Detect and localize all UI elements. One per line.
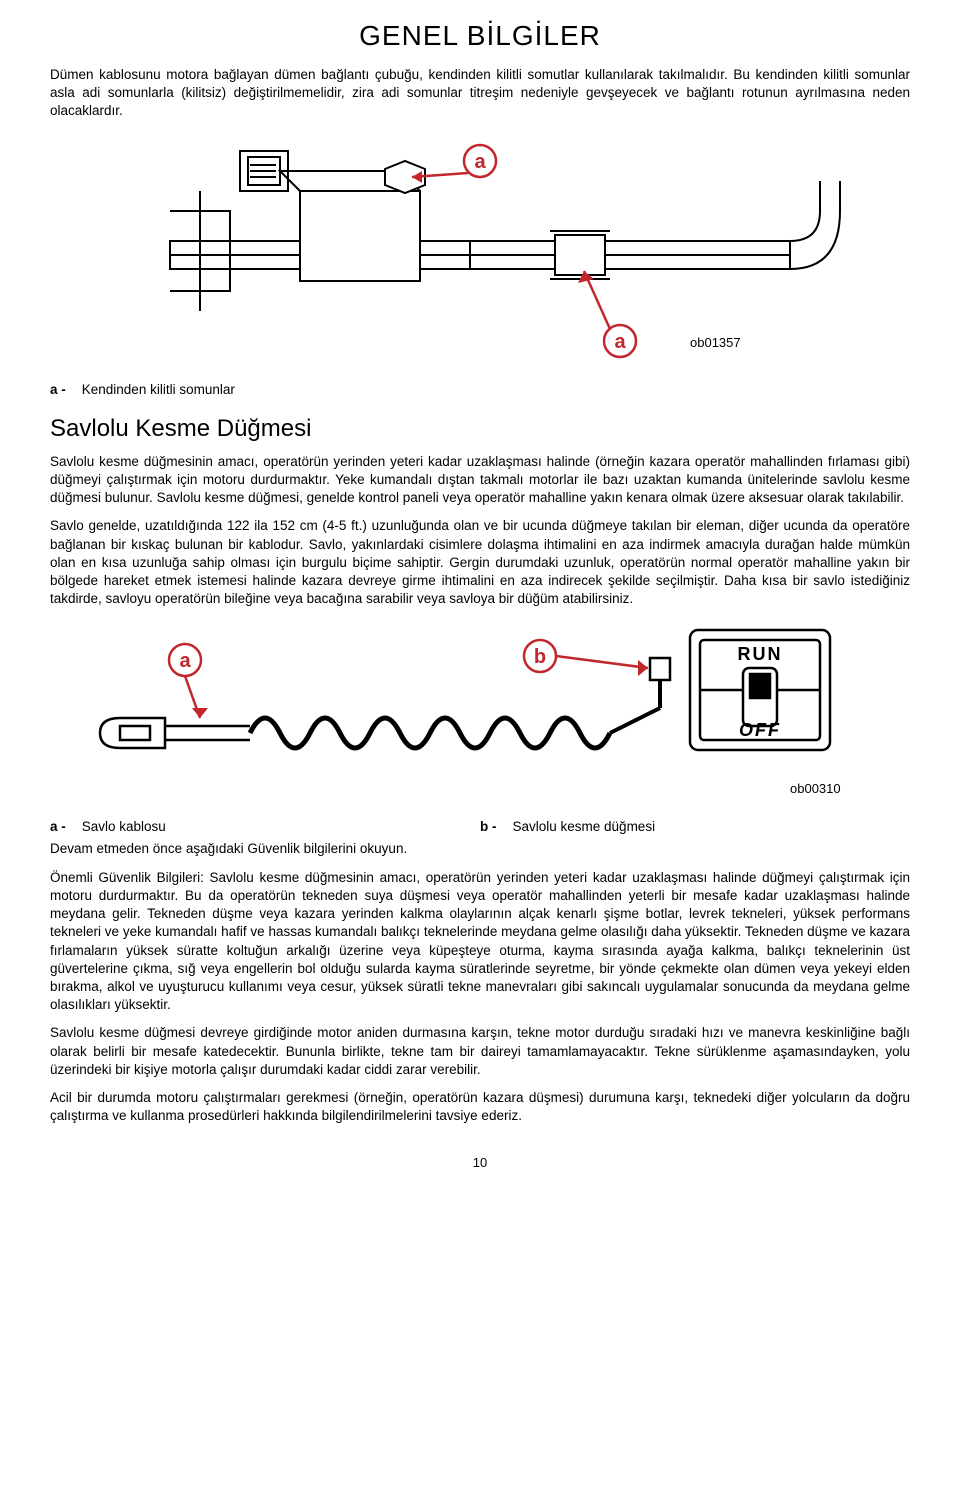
figure-locknuts: a a ob01357: [50, 131, 910, 376]
figure2-caption: a - Savlo kablosu b - Savlolu kesme düğm…: [50, 819, 910, 834]
figure1-code: ob01357: [690, 335, 741, 350]
section2-p1: Savlolu kesme düğmesinin amacı, operatör…: [50, 453, 910, 508]
fig2-text-b: Savlolu kesme düğmesi: [513, 819, 656, 834]
off-label: OFF: [739, 720, 781, 740]
fig1-text-a: Kendinden kilitli somunlar: [82, 382, 235, 397]
section3-p4: Acil bir durumda motoru çalıştırmaları g…: [50, 1089, 910, 1125]
fig2-key-a: a -: [50, 819, 66, 834]
figure1-caption: a - Kendinden kilitli somunlar: [50, 382, 910, 397]
marker-a-fig2: a: [169, 644, 208, 718]
figure-lanyard-svg: RUN OFF a b ob00310: [50, 618, 910, 808]
marker-a-top: a: [412, 145, 496, 183]
svg-text:b: b: [534, 646, 546, 668]
section3-p2: Önemli Güvenlik Bilgileri: Savlolu kesme…: [50, 869, 910, 1015]
svg-text:a: a: [474, 151, 486, 173]
section2-p2: Savlo genelde, uzatıldığında 122 ila 152…: [50, 517, 910, 608]
intro-paragraph: Dümen kablosunu motora bağlayan dümen ba…: [50, 66, 910, 121]
section3-p3: Savlolu kesme düğmesi devreye girdiğinde…: [50, 1024, 910, 1079]
fig2-text-a: Savlo kablosu: [82, 819, 166, 834]
page-title: GENEL BİLGİLER: [50, 20, 910, 52]
fig1-key-a: a -: [50, 382, 66, 397]
svg-text:a: a: [179, 650, 191, 672]
svg-text:a: a: [614, 331, 626, 353]
figure2-code: ob00310: [790, 781, 841, 796]
marker-a-bottom: a: [578, 271, 636, 357]
marker-b-fig2: b: [524, 640, 648, 676]
fig2-key-b: b -: [480, 819, 497, 834]
run-label: RUN: [738, 644, 783, 664]
figure-lanyard: RUN OFF a b ob00310: [50, 618, 910, 813]
figure-locknuts-svg: a a ob01357: [50, 131, 910, 371]
section2-heading: Savlolu Kesme Düğmesi: [50, 415, 910, 443]
page-number: 10: [50, 1155, 910, 1170]
section3-p1: Devam etmeden önce aşağıdaki Güvenlik bi…: [50, 840, 910, 858]
